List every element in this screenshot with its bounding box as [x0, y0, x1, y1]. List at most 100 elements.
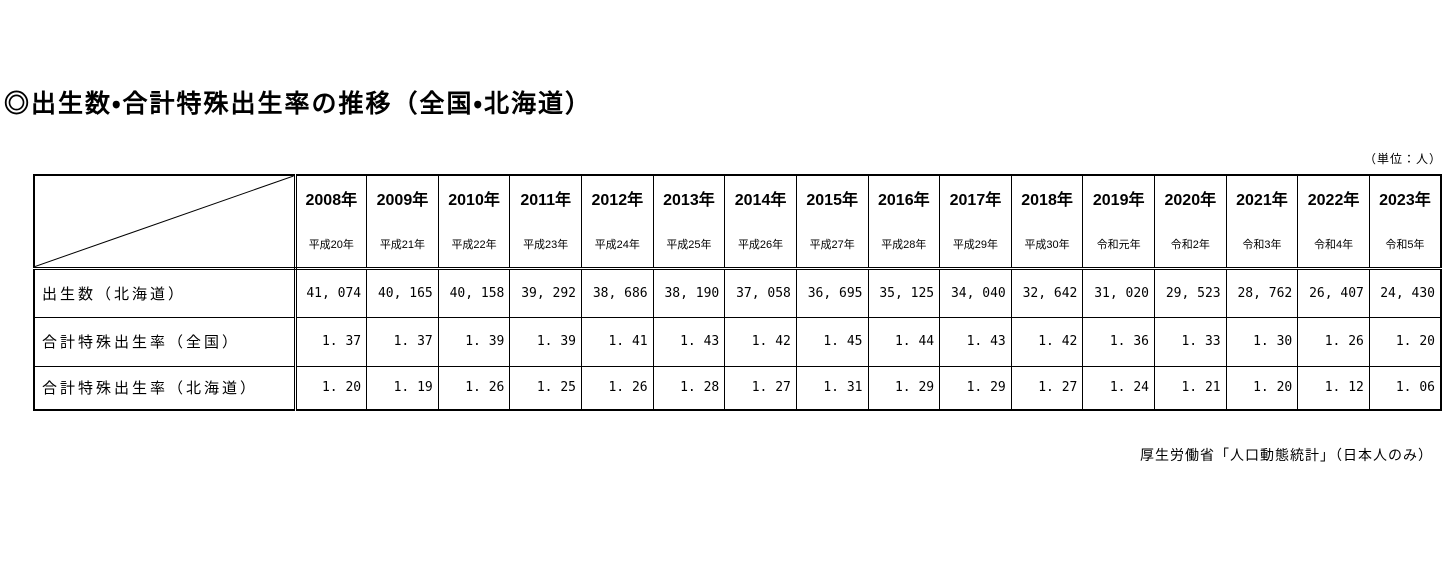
era-label: 令和4年 [1314, 238, 1354, 251]
year-column-header: 2022年令和4年 [1297, 174, 1370, 270]
year-column-header: 2012年平成24年 [581, 174, 654, 270]
value-cell: 1. 43 [939, 316, 1012, 367]
value-cell: 35, 125 [867, 267, 941, 318]
table-row: 合計特殊出生率（全国） 1. 37 1. 37 1. 39 1. 39 1. 41 1. 4… [33, 316, 1442, 367]
value-cell: 1. 26 [1297, 316, 1370, 367]
table-corner-cell [33, 174, 297, 270]
value-cell: 1. 27 [1010, 365, 1084, 411]
era-label: 平成23年 [523, 238, 569, 251]
year-label: 2023年 [1379, 192, 1431, 209]
value-cell: 1. 29 [867, 365, 941, 411]
year-label: 2014年 [734, 192, 787, 209]
era-label: 平成28年 [881, 238, 927, 251]
value-cell: 39, 292 [509, 267, 582, 318]
year-label: 2009年 [376, 192, 429, 209]
era-label: 平成21年 [379, 238, 426, 251]
value-cell: 1. 26 [437, 365, 511, 411]
year-column-header: 2023年令和5年 [1368, 174, 1442, 270]
year-column-header: 2010年 平成22年 [437, 174, 511, 270]
table-row: 合計特殊出生率（北海道） 1. 20 1. 19 1. 26 1. 25 1. 26 1. … [33, 365, 1442, 411]
year-label: 2012年 [591, 192, 644, 209]
era-label: 平成20年 [308, 238, 354, 251]
year-label: 2019年 [1092, 192, 1145, 209]
value-cell: 1. 39 [437, 316, 511, 367]
value-cell: 1. 20 [1225, 365, 1299, 411]
value-cell: 40, 158 [437, 267, 511, 318]
value-cell: 1. 27 [724, 365, 797, 411]
value-cell: 34, 040 [939, 267, 1012, 318]
value-cell: 32, 642 [1010, 267, 1084, 318]
era-label: 令和5年 [1385, 238, 1425, 251]
value-cell: 1. 30 [1225, 316, 1299, 367]
era-label: 令和元年 [1096, 238, 1141, 251]
era-label: 平成30年 [1024, 238, 1070, 251]
row-label: 合計特殊出生率（北海道） [33, 365, 297, 411]
value-cell: 1. 41 [581, 316, 654, 367]
value-cell: 1. 44 [867, 316, 941, 367]
value-cell: 1. 39 [509, 316, 582, 367]
value-cell: 40, 165 [366, 267, 439, 318]
year-column-header: 2009年平成21年 [366, 174, 439, 270]
value-cell: 1. 26 [581, 365, 654, 411]
value-cell: 1. 33 [1154, 316, 1227, 367]
year-label: 2022年 [1307, 192, 1360, 209]
value-cell: 41, 074 [294, 267, 368, 318]
value-cell: 1. 37 [366, 316, 439, 367]
value-cell: 1. 43 [652, 316, 726, 367]
value-cell: 1. 12 [1297, 365, 1370, 411]
year-label: 2018年 [1021, 192, 1073, 209]
year-label: 2013年 [663, 192, 715, 209]
table-row: 出生数（北海道） 41, 074 40, 165 40, 158 39, 292 38, … [33, 267, 1442, 318]
value-cell: 1. 36 [1082, 316, 1155, 367]
era-label: 平成24年 [594, 238, 640, 251]
value-cell: 37, 058 [724, 267, 797, 318]
year-column-header: 2013年平成25年 [652, 174, 726, 270]
year-column-header: 2020年 令和2年 [1154, 174, 1227, 270]
value-cell: 1. 19 [366, 365, 439, 411]
year-column-header: 2017年平成29年 [939, 174, 1012, 270]
year-label: 2008年 [305, 192, 358, 209]
year-column-header: 2019年令和元年 [1082, 174, 1155, 270]
value-cell: 1. 28 [652, 365, 726, 411]
value-cell: 1. 20 [294, 365, 368, 411]
value-cell: 31, 020 [1082, 267, 1155, 318]
year-label: 2021年 [1236, 192, 1288, 209]
source-note: 厚生労働省「人口動態統計」（日本人のみ） [1140, 447, 1433, 463]
year-label: 2010年 [448, 192, 500, 209]
era-label: 平成29年 [952, 238, 999, 251]
value-cell: 1. 31 [795, 365, 869, 411]
table-header-row: 2008年 平成20年 2009年 平成21年 2010年 平成22年 2011年 平成23年… [33, 174, 1442, 270]
value-cell: 29, 523 [1154, 267, 1227, 318]
year-column-header: 2021年令和3年 [1225, 174, 1299, 270]
year-label: 2016年 [878, 192, 930, 209]
year-column-header: 2011年平成23年 [509, 174, 582, 270]
value-cell: 1. 42 [1010, 316, 1084, 367]
value-cell: 38, 190 [652, 267, 726, 318]
value-cell: 1. 25 [509, 365, 582, 411]
era-label: 平成27年 [809, 238, 855, 251]
row-label: 合計特殊出生率（全国） [33, 316, 297, 367]
value-cell: 26, 407 [1297, 267, 1370, 318]
value-cell: 1. 29 [939, 365, 1012, 411]
row-label: 出生数（北海道） [33, 267, 297, 318]
page-title: ◎出生数・合計特殊出生率の推移（全国・北海道） [4, 90, 593, 118]
value-cell: 1. 37 [294, 316, 368, 367]
unit-note: （単位：人） [1363, 152, 1442, 166]
era-label: 平成25年 [666, 238, 712, 251]
year-label: 2020年 [1164, 192, 1217, 209]
value-cell: 36, 695 [795, 267, 869, 318]
fertility-table: 2008年 平成20年 2009年 平成21年 2010年 平成22年 2011年 平成23年… [33, 174, 1442, 411]
value-cell: 1. 20 [1368, 316, 1442, 367]
year-label: 2015年 [806, 192, 858, 209]
value-cell: 1. 42 [724, 316, 797, 367]
year-label: 2011年 [520, 192, 572, 209]
year-column-header: 2008年平成20年 [294, 174, 368, 270]
year-label: 2017年 [949, 192, 1002, 209]
era-label: 平成26年 [737, 238, 784, 251]
diagonal-line [35, 176, 294, 267]
year-column-header: 2015年平成27年 [795, 174, 869, 270]
value-cell: 1. 45 [795, 316, 869, 367]
era-label: 令和3年 [1242, 238, 1282, 251]
value-cell: 1. 06 [1368, 365, 1442, 411]
year-column-header: 2016年平成28年 [867, 174, 941, 270]
